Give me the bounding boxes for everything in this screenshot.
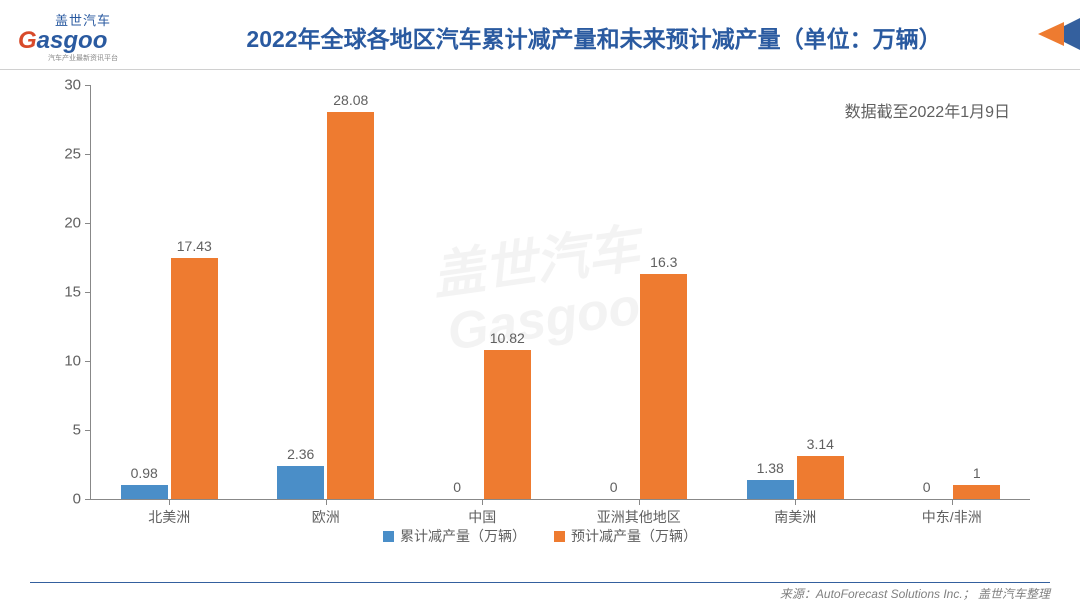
x-tick-label: 中国	[468, 507, 496, 527]
y-tick	[85, 85, 91, 86]
y-tick-label: 5	[73, 422, 81, 439]
bar-value-label: 0	[453, 479, 461, 495]
legend-swatch	[383, 531, 394, 542]
y-tick	[85, 430, 91, 431]
y-tick-label: 0	[73, 491, 81, 508]
bar-value-label: 0	[923, 479, 931, 495]
x-tick	[952, 499, 953, 505]
legend-item: 累计减产量（万辆）	[383, 526, 526, 546]
bar-value-label: 10.82	[490, 330, 525, 346]
bar: 10.82	[484, 350, 531, 499]
bar-value-label: 1	[973, 465, 981, 481]
legend: 累计减产量（万辆） 预计减产量（万辆）	[30, 526, 1050, 546]
x-tick-label: 南美洲	[774, 507, 816, 527]
x-tick	[169, 499, 170, 505]
bar-value-label: 16.3	[650, 254, 677, 270]
source-footer: 来源：AutoForecast Solutions Inc.； 盖世汽车整理	[30, 582, 1050, 602]
bar-value-label: 0	[610, 479, 618, 495]
y-tick-label: 20	[64, 214, 81, 231]
y-tick-label: 10	[64, 352, 81, 369]
legend-label: 累计减产量（万辆）	[400, 526, 526, 546]
bar-value-label: 1.38	[757, 460, 784, 476]
bar: 2.36	[277, 466, 324, 499]
x-tick	[639, 499, 640, 505]
logo-tagline: 汽车产业最新资讯平台	[18, 53, 148, 63]
x-tick-label: 中东/非洲	[922, 507, 982, 527]
bar: 1	[953, 485, 1000, 499]
bar-value-label: 0.98	[131, 465, 158, 481]
y-tick-label: 30	[64, 77, 81, 94]
bar: 1.38	[747, 480, 794, 499]
x-tick	[326, 499, 327, 505]
bar: 3.14	[797, 456, 844, 499]
legend-item: 预计减产量（万辆）	[554, 526, 697, 546]
y-tick	[85, 499, 91, 500]
x-tick-label: 亚洲其他地区	[597, 507, 681, 527]
logo-main: Gasgoo	[18, 29, 148, 53]
bar: 16.3	[640, 274, 687, 499]
bar-value-label: 3.14	[807, 436, 834, 452]
legend-swatch	[554, 531, 565, 542]
header: 盖世汽车 Gasgoo 汽车产业最新资讯平台 2022年全球各地区汽车累计减产量…	[0, 0, 1080, 70]
y-tick	[85, 361, 91, 362]
y-tick	[85, 292, 91, 293]
bar-value-label: 28.08	[333, 92, 368, 108]
plot-region: 051015202530北美洲0.9817.43欧洲2.3628.08中国010…	[90, 85, 1030, 500]
x-tick	[795, 499, 796, 505]
x-tick-label: 北美洲	[148, 507, 190, 527]
bar: 17.43	[171, 258, 218, 499]
logo: 盖世汽车 Gasgoo 汽车产业最新资讯平台	[18, 10, 148, 63]
bar: 28.08	[327, 112, 374, 500]
bar: 0.98	[121, 485, 168, 499]
bar-value-label: 17.43	[177, 238, 212, 254]
y-tick-label: 25	[64, 145, 81, 162]
x-tick-label: 欧洲	[312, 507, 340, 527]
x-tick	[482, 499, 483, 505]
page-title: 2022年全球各地区汽车累计减产量和未来预计减产量（单位：万辆）	[168, 20, 1080, 54]
y-tick	[85, 154, 91, 155]
legend-label: 预计减产量（万辆）	[571, 526, 697, 546]
chart-area: 盖世汽车 Gasgoo 数据截至2022年1月9日 051015202530北美…	[30, 80, 1050, 540]
y-tick	[85, 223, 91, 224]
y-tick-label: 15	[64, 284, 81, 301]
corner-arrow-icon	[1028, 18, 1080, 50]
bar-value-label: 2.36	[287, 446, 314, 462]
